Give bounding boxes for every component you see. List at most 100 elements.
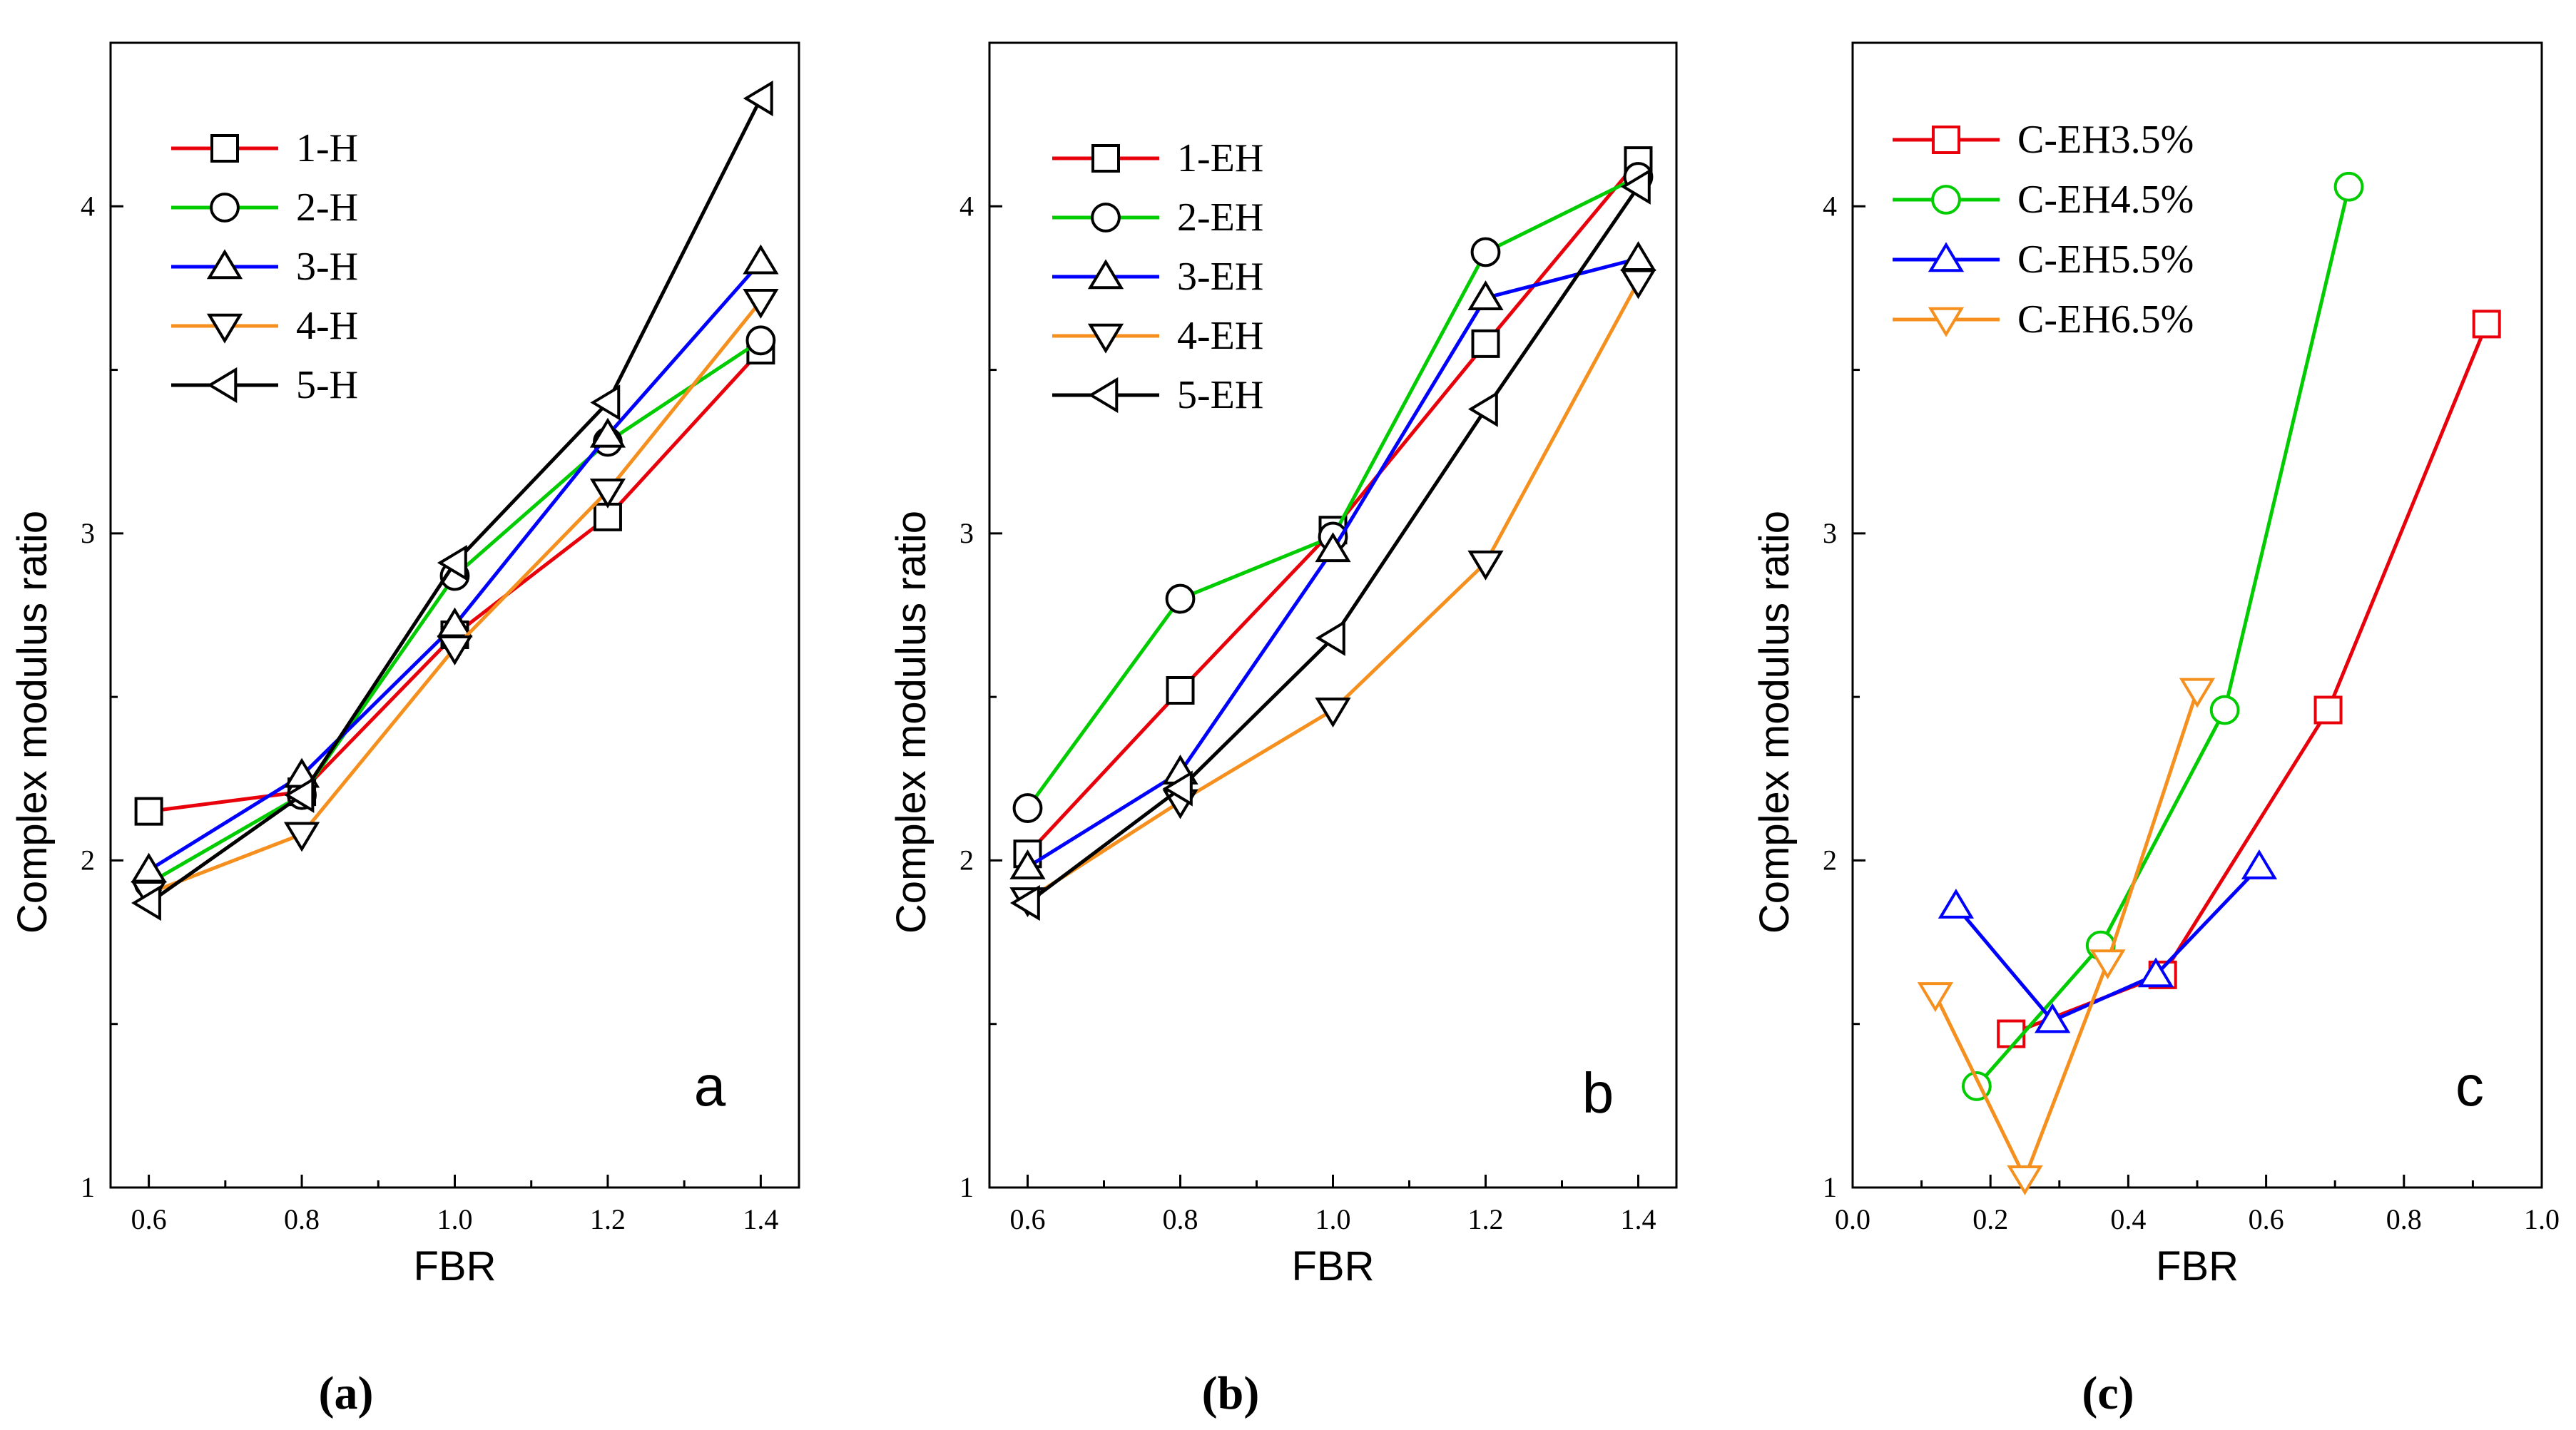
y-tick-label: 3 (1823, 517, 1837, 549)
data-point (284, 777, 315, 813)
x-axis-title: FBR (414, 1243, 497, 1289)
x-axis-title: FBR (2156, 1243, 2239, 1289)
panel-caption: (c) (2082, 1367, 2134, 1419)
data-point (2089, 949, 2126, 980)
data-point (1917, 982, 1954, 1013)
data-point (743, 244, 779, 275)
series-C-EH5.5% (1938, 849, 2278, 1033)
x-tick-label: 0.8 (284, 1203, 320, 1235)
y-axis-title: Complex modulus ratio (1751, 511, 1798, 934)
y-tick-label: 4 (959, 190, 974, 222)
data-point (1620, 241, 1656, 271)
legend-label: 3-EH (1177, 255, 1263, 299)
legend-marker (210, 134, 239, 163)
data-point (1620, 269, 1656, 300)
x-tick-label: 0.6 (2249, 1203, 2284, 1235)
panel-caption: (b) (1202, 1367, 1260, 1419)
data-point (131, 884, 161, 921)
data-point (1009, 884, 1040, 921)
legend-label: 1-H (296, 126, 358, 170)
data-point (2472, 310, 2501, 339)
legend-label: C-EH5.5% (2017, 238, 2194, 282)
data-point (2241, 849, 2278, 879)
data-point (1315, 698, 1351, 728)
x-tick-label: 0.8 (2386, 1203, 2422, 1235)
legend-label: C-EH6.5% (2017, 297, 2194, 342)
panel-letter: b (1582, 1061, 1614, 1125)
legend-label: 4-H (296, 304, 358, 348)
data-point (437, 544, 467, 581)
x-tick-label: 1.0 (2524, 1203, 2560, 1235)
series-5-EH (1009, 168, 1651, 921)
chart-panel-b: 0.6 0.8 1.0 1.2 1.4 1 2 3 4 FBR Complex modulus ra… (888, 41, 1678, 1419)
data-point (745, 325, 776, 356)
data-point (1315, 532, 1351, 563)
data-point (1470, 237, 1501, 267)
legend-marker (1091, 203, 1121, 233)
legend-marker (206, 313, 243, 344)
x-tick-label: 1.0 (437, 1203, 473, 1235)
legend-label: 5-EH (1177, 373, 1263, 417)
x-tick-label: 0.0 (1835, 1203, 1870, 1235)
data-point (589, 478, 626, 509)
legend-marker (1091, 144, 1120, 173)
legend-label: 3-H (296, 245, 358, 289)
y-tick-label: 1 (81, 1171, 95, 1203)
series-line (1933, 690, 2199, 1180)
legend: 1-EH 2-EH 3-EH 4-EH 5-EH (1052, 136, 1263, 417)
data-point (283, 822, 320, 852)
series-C-EH3.5% (1997, 310, 2501, 1048)
data-point (1315, 620, 1345, 656)
legend: C-EH3.5% C-EH4.5% C-EH5.5% C-EH6.5% (1893, 118, 2194, 342)
data-point (134, 797, 163, 826)
x-tick-label: 1.4 (743, 1203, 778, 1235)
x-tick-label: 1.4 (1621, 1203, 1656, 1235)
legend-label: 2-H (296, 185, 358, 230)
data-point (590, 384, 621, 421)
x-tick-label: 0.4 (2110, 1203, 2146, 1235)
series-line (1975, 186, 2351, 1088)
x-tick-label: 0.6 (131, 1203, 167, 1235)
legend-marker (1928, 242, 1965, 272)
panel-letter: c (2455, 1054, 2484, 1118)
y-axis-title: Complex modulus ratio (9, 511, 56, 934)
series-line (2010, 323, 2489, 1036)
panel-caption: (a) (319, 1367, 374, 1419)
data-point (2209, 695, 2240, 725)
data-point (2137, 957, 2174, 988)
series-line (1954, 865, 2261, 1023)
y-tick-label: 1 (1823, 1171, 1837, 1203)
data-point (1162, 770, 1193, 807)
data-point (2035, 1003, 2071, 1033)
legend-label: C-EH4.5% (2017, 178, 2194, 222)
panel-letter: a (694, 1054, 726, 1118)
y-tick-label: 3 (81, 517, 95, 549)
y-tick-label: 3 (959, 517, 974, 549)
y-tick-label: 2 (81, 844, 95, 876)
series-line (148, 300, 763, 895)
data-point (743, 288, 779, 319)
legend-label: 4-EH (1177, 314, 1263, 358)
legend-marker (1928, 307, 1965, 337)
data-point (743, 80, 773, 117)
data-point (2313, 695, 2343, 725)
data-point (1012, 793, 1043, 823)
legend-label: C-EH3.5% (2017, 118, 2194, 162)
data-point (1166, 675, 1195, 705)
x-tick-label: 1.2 (1468, 1203, 1504, 1235)
legend-marker (1088, 377, 1119, 414)
legend-label: 5-H (296, 363, 358, 407)
series-line (1026, 159, 1640, 855)
data-point (1165, 583, 1196, 614)
series-line (1027, 257, 1639, 869)
series-C-EH6.5% (1917, 678, 2216, 1195)
data-point (1467, 391, 1498, 427)
data-point (2179, 678, 2216, 708)
legend-label: 1-EH (1177, 136, 1263, 180)
series-3-H (131, 244, 779, 883)
data-point (2007, 1165, 2043, 1195)
x-tick-label: 0.2 (1972, 1203, 2008, 1235)
series-5-H (131, 80, 773, 921)
